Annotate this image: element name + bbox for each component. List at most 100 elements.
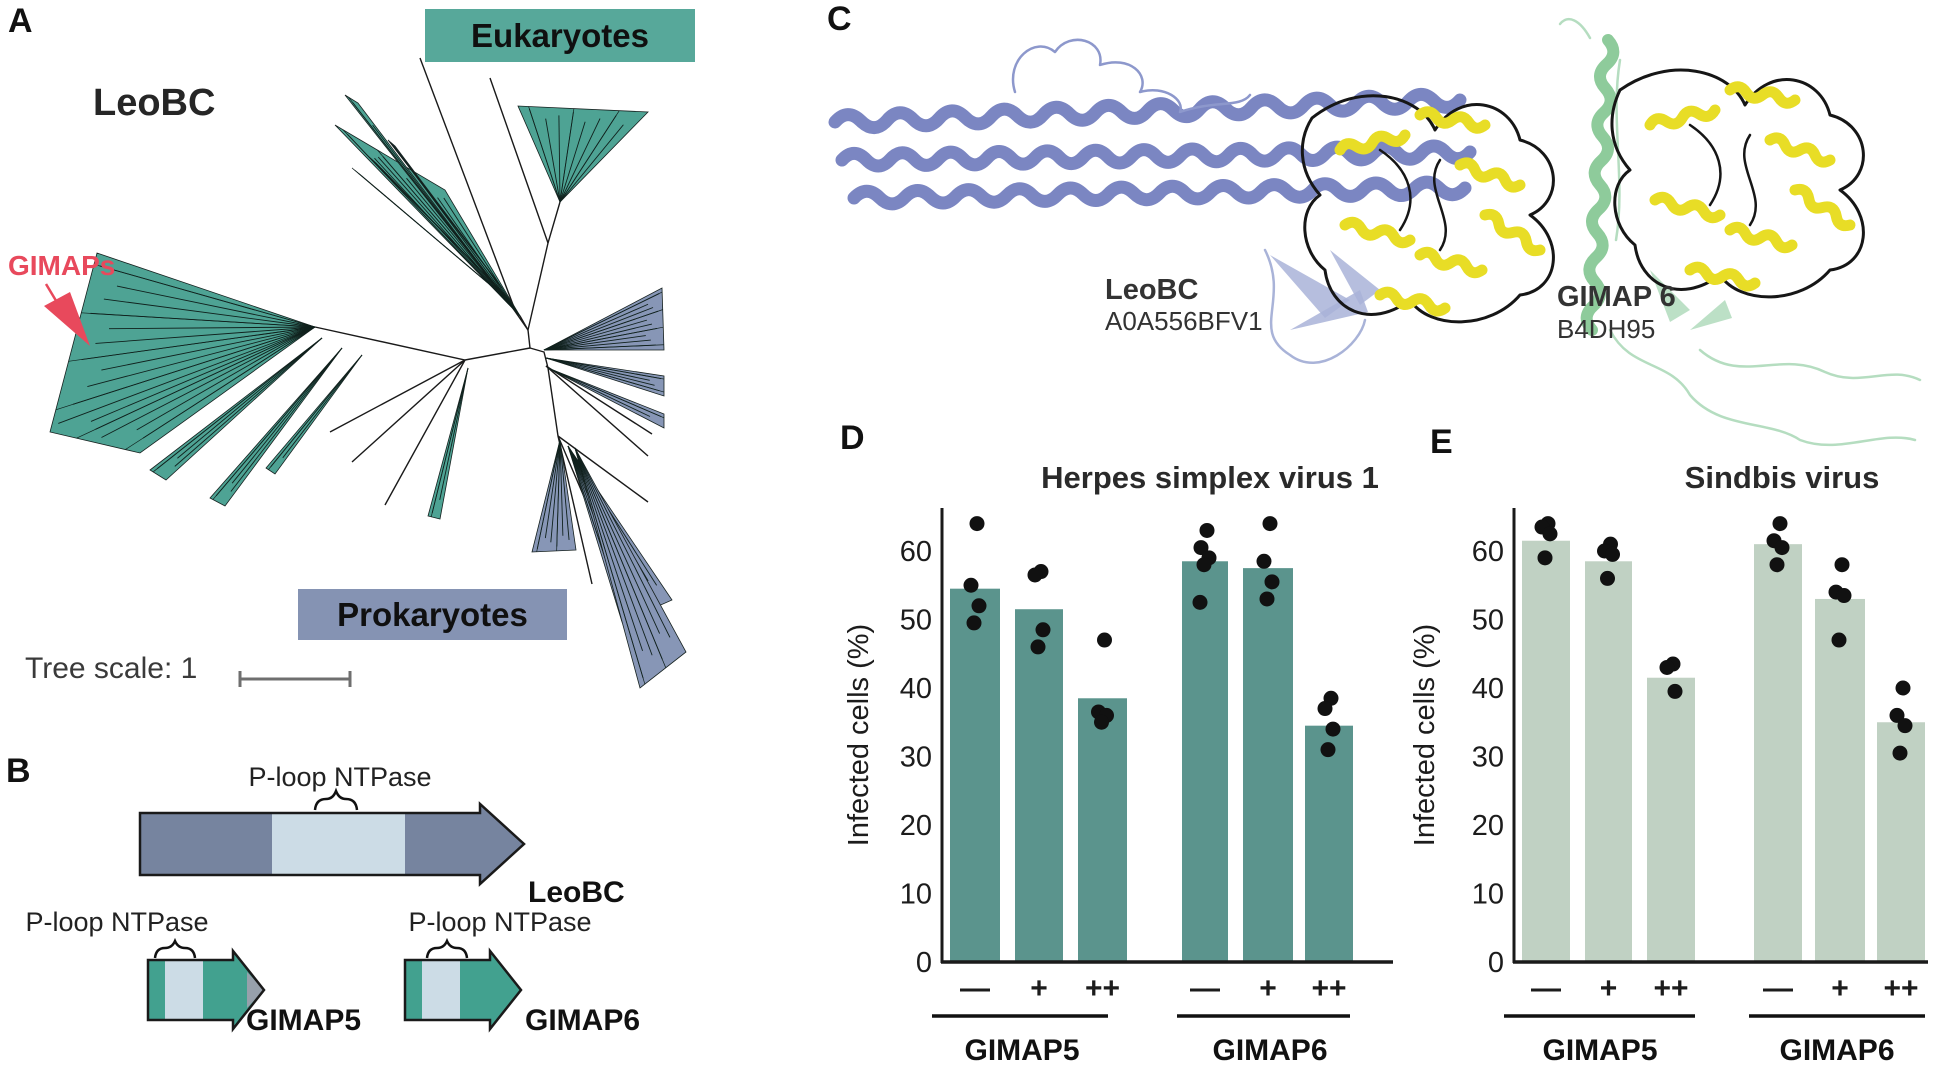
tree-branch xyxy=(314,326,531,361)
gimap5-gene-outline xyxy=(146,947,266,1033)
group-label: GIMAP5 xyxy=(1542,1034,1657,1067)
chart-herpes-simplex: 0 10 20 30 40 50 60 Herpes simplex virus 1 Infec… xyxy=(843,460,1393,1067)
y-tick-label: 40 xyxy=(900,673,932,705)
clade-branch-line xyxy=(543,344,664,351)
clade-branch-line xyxy=(136,326,316,431)
gimap6-loop-tail xyxy=(1698,348,1922,382)
data-point xyxy=(1897,718,1913,734)
data-point xyxy=(1889,707,1905,723)
clade-branch-line xyxy=(58,326,316,424)
domain-architecture-graphic xyxy=(138,787,526,1033)
leobc-ntpase-helix xyxy=(1414,106,1491,134)
prokaryote-clade-wedge xyxy=(531,439,577,553)
clade-branch-line xyxy=(103,298,316,328)
data-point xyxy=(1605,546,1620,562)
clade-branch-line xyxy=(212,347,343,500)
leobc-structure-accession: A0A556BFV1 xyxy=(1105,306,1263,336)
clade-branch-line xyxy=(93,263,316,328)
leobc-beta-sheet xyxy=(1290,290,1368,330)
chart-title: Sindbis virus xyxy=(1685,460,1880,495)
clade-branch-line xyxy=(543,339,651,351)
dose-label: + xyxy=(1600,972,1618,1005)
clade-branch-line xyxy=(558,115,561,203)
tree-branch xyxy=(529,347,559,437)
clade-branch-line xyxy=(559,110,620,203)
clade-branch-line xyxy=(574,447,653,656)
data-point xyxy=(963,577,979,593)
bar-GIMAP6-— xyxy=(1182,561,1228,962)
y-tick-label: 30 xyxy=(900,742,932,774)
leobc-ntpase-helix xyxy=(1414,246,1488,279)
gimap6-helix-ribbon xyxy=(1580,34,1620,336)
clade-branch-line xyxy=(55,326,316,411)
clade-branch-line xyxy=(545,357,665,380)
clade-branch-line xyxy=(544,439,561,539)
eukaryote-clade-wedge xyxy=(334,124,521,317)
bar-GIMAP5-+ xyxy=(1585,561,1632,962)
leobc-brace-icon xyxy=(313,787,359,811)
data-point xyxy=(1256,553,1272,569)
leobc-helix-ribbon xyxy=(847,175,1472,211)
clade-branch-line xyxy=(547,367,651,417)
tree-title-leobc: LeoBC xyxy=(93,82,216,124)
gimap5-ploop-label: P-loop NTPase xyxy=(25,907,209,937)
clade-branch-line xyxy=(372,124,513,308)
prokaryote-clade-wedge xyxy=(545,357,665,397)
clade-branch-line xyxy=(559,121,586,203)
gimap5-brace-icon xyxy=(153,937,197,959)
gimap6-ploop-label: P-loop NTPase xyxy=(408,907,592,937)
clade-branch-line xyxy=(230,347,343,492)
clade-branch-line xyxy=(109,326,316,330)
leobc-helix-ribbon xyxy=(828,87,1467,135)
y-tick-label: 0 xyxy=(916,947,932,979)
data-point xyxy=(1836,588,1852,604)
leobc-helix-ribbon xyxy=(835,139,1477,173)
leobc-ploop-label: P-loop NTPase xyxy=(248,762,432,792)
clade-branch-line xyxy=(574,447,667,668)
data-point xyxy=(1196,557,1212,573)
clade-branch-line xyxy=(545,357,665,393)
leobc-ntpase-loops xyxy=(1378,148,1447,252)
clade-branch-line xyxy=(543,323,653,351)
gimap6-gene-outline xyxy=(403,947,523,1033)
y-tick-label: 0 xyxy=(1488,947,1504,979)
dose-label: ++ xyxy=(1883,972,1918,1005)
data-point xyxy=(1892,745,1908,761)
data-point xyxy=(1199,522,1215,538)
leobc-structure-name: LeoBC xyxy=(1105,274,1199,306)
eukaryote-clade-wedge xyxy=(427,367,469,520)
clade-branch-line xyxy=(76,326,316,439)
data-point xyxy=(1772,516,1788,532)
clade-branch-line xyxy=(543,307,654,351)
gimap5-ploop-segment xyxy=(165,960,203,1020)
leobc-ntpase-helix xyxy=(1454,157,1526,193)
data-point xyxy=(1035,622,1051,638)
bar-GIMAP6-++ xyxy=(1305,725,1353,962)
clade-branch-line xyxy=(282,354,363,459)
gimap5-gray-tip xyxy=(247,972,264,1008)
gimap6-loop-coil xyxy=(1558,18,1592,40)
prokaryote-clade-wedge xyxy=(547,367,665,429)
tree-branch xyxy=(545,365,653,435)
data-point xyxy=(1193,540,1209,556)
gimap6-structure-name: GIMAP 6 xyxy=(1557,281,1676,313)
tree-branch xyxy=(545,365,649,457)
clade-branch-line xyxy=(543,335,646,351)
dose-label: — xyxy=(1190,972,1220,1005)
data-point xyxy=(1027,567,1043,583)
data-point xyxy=(1262,516,1278,532)
dose-label: ++ xyxy=(1653,972,1688,1005)
gimaps-arrow-icon xyxy=(44,292,90,346)
clade-branch-line xyxy=(545,357,655,386)
clade-branch-line xyxy=(390,142,503,289)
gimap6-brace-icon xyxy=(425,937,469,959)
y-tick-label: 60 xyxy=(900,536,932,568)
clade-branch-line xyxy=(536,439,561,552)
gimap6-ploop-segment xyxy=(422,960,460,1020)
leobc-ntpase-helix xyxy=(1339,216,1416,249)
bar-GIMAP6-++ xyxy=(1877,722,1925,962)
clade-branch-line xyxy=(152,337,323,473)
y-tick-label: 50 xyxy=(1472,605,1504,637)
data-point xyxy=(1320,742,1336,758)
y-tick-label: 30 xyxy=(1472,742,1504,774)
